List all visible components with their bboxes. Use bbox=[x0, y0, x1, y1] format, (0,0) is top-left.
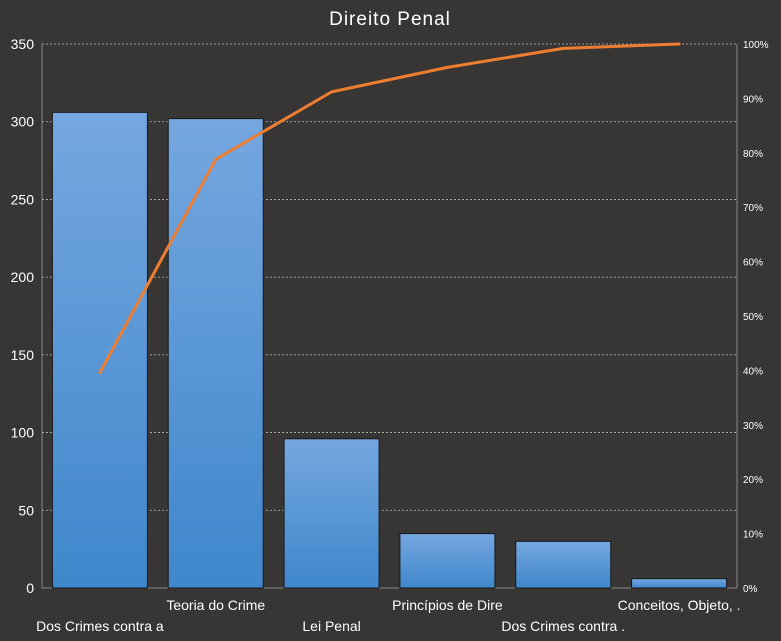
bar bbox=[51, 111, 148, 589]
y-tick-label: 50 bbox=[18, 502, 34, 518]
bar bbox=[283, 438, 380, 589]
y2-tick-label: 20% bbox=[743, 475, 763, 486]
y2-tick-label: 50% bbox=[743, 312, 763, 323]
y2-tick-label: 40% bbox=[743, 366, 763, 377]
y2-tick-label: 10% bbox=[743, 530, 763, 541]
bars bbox=[51, 111, 728, 589]
x-tick-label: Lei Penal bbox=[302, 618, 360, 634]
y-tick-label: 100 bbox=[11, 425, 35, 441]
y2-tick-label: 100% bbox=[743, 40, 769, 51]
secondary-y-axis-ticks: 0% 10% 20% 30% 40% 50% 60% 70% 80% 90% 100% bbox=[743, 40, 769, 595]
x-tick-label: Teoria do Crime bbox=[166, 597, 265, 613]
y2-tick-label: 70% bbox=[743, 203, 763, 214]
x-tick-label: Dos Crimes contra a bbox=[36, 618, 164, 634]
x-tick-label: Conceitos, Objeto, . bbox=[618, 597, 741, 613]
bar bbox=[399, 533, 496, 589]
y-tick-label: 200 bbox=[11, 269, 35, 285]
y2-tick-label: 90% bbox=[743, 94, 763, 105]
cumulative-series-line bbox=[98, 42, 681, 375]
y-axis-ticks: 0 50 100 150 200 250 300 350 bbox=[11, 36, 35, 596]
y-tick-label: 250 bbox=[11, 191, 35, 207]
y2-tick-label: 30% bbox=[743, 421, 763, 432]
y-tick-label: 300 bbox=[11, 114, 35, 130]
bar bbox=[167, 118, 264, 589]
y2-tick-label: 60% bbox=[743, 258, 763, 269]
y-tick-label: 350 bbox=[11, 36, 35, 52]
cumulative-line bbox=[98, 42, 681, 375]
x-tick-label: Dos Crimes contra . bbox=[501, 618, 625, 634]
y-tick-label: 0 bbox=[26, 580, 34, 596]
y-tick-label: 150 bbox=[11, 347, 35, 363]
y2-tick-label: 0% bbox=[743, 584, 758, 595]
x-tick-label: Princípios de Dire bbox=[392, 597, 503, 613]
axes bbox=[41, 44, 738, 589]
chart-title: Direito Penal bbox=[329, 9, 451, 30]
y2-tick-label: 80% bbox=[743, 149, 763, 160]
bar bbox=[515, 540, 612, 589]
bar bbox=[631, 578, 728, 589]
